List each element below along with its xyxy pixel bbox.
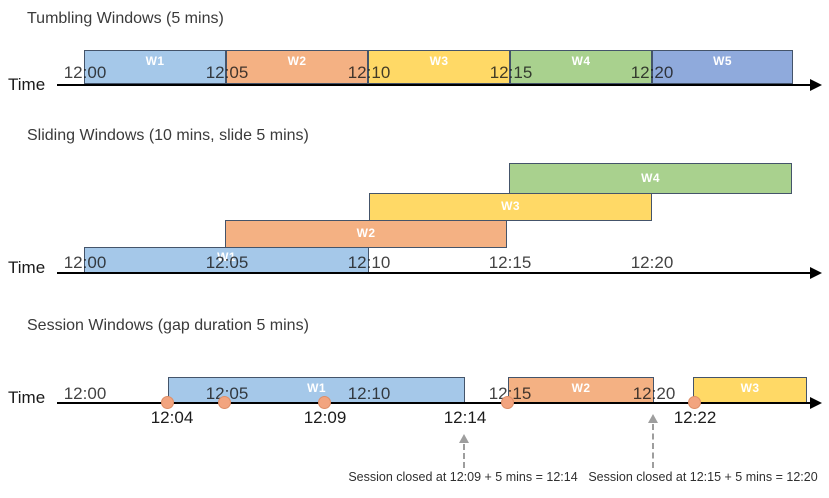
event-dot <box>218 396 231 409</box>
session-closed-arrow-icon <box>647 414 659 468</box>
window-label: W3 <box>740 381 760 395</box>
session-closed-arrow-icon <box>458 434 470 468</box>
session-tick-1210: 12:10 <box>347 384 391 403</box>
event-dot <box>318 396 331 409</box>
sliding-window-w3: W3 <box>369 193 652 221</box>
event-label-1214: 12:14 <box>443 408 487 427</box>
tumbling-tick-1215: 12:15 <box>489 63 533 82</box>
arrow-shaft <box>652 424 654 468</box>
session-annotation-1: Session closed at 12:09 + 5 mins = 12:14 <box>348 470 578 484</box>
window-label: W2 <box>571 381 591 395</box>
window-label: W1 <box>217 250 236 264</box>
window-label: W4 <box>641 171 660 185</box>
sliding-time-label: Time <box>8 258 46 277</box>
tumbling-window-w5: W5 <box>652 50 793 84</box>
event-dot <box>161 396 174 409</box>
tumbling-window-w3: W3 <box>368 50 510 84</box>
tumbling-window-w2: W2 <box>226 50 368 84</box>
session-window-w2: W2 <box>508 377 654 403</box>
tumbling-title: Tumbling Windows (5 mins) <box>27 10 224 27</box>
session-tick-1205: 12:05 <box>205 384 249 403</box>
sliding-tick-1200: 12:00 <box>63 253 107 272</box>
sliding-tick-1210: 12:10 <box>347 253 391 272</box>
sliding-axis-arrow-icon <box>810 267 822 279</box>
tumbling-window-w4: W4 <box>510 50 652 84</box>
tumbling-tick-1220: 12:20 <box>630 63 674 82</box>
session-time-axis <box>57 402 812 404</box>
window-label: W3 <box>429 54 449 68</box>
session-tick-1200: 12:00 <box>63 384 107 403</box>
event-dot <box>688 396 701 409</box>
sliding-tick-1220: 12:20 <box>630 253 674 272</box>
event-dot <box>501 396 514 409</box>
event-label-1209: 12:09 <box>303 408 347 427</box>
arrow-head <box>648 414 658 423</box>
window-label: W2 <box>287 54 307 68</box>
window-label: W4 <box>571 54 591 68</box>
sliding-window-w2: W2 <box>225 220 507 248</box>
arrow-head <box>459 434 469 443</box>
event-label-1204: 12:04 <box>150 408 194 427</box>
tumbling-tick-1210: 12:10 <box>347 63 391 82</box>
window-label: W3 <box>501 199 520 213</box>
sliding-title: Sliding Windows (10 mins, slide 5 mins) <box>27 127 309 144</box>
tumbling-axis-arrow-icon <box>810 79 822 91</box>
tumbling-window-w1: W1 <box>84 50 226 84</box>
session-window-w1: W1 <box>168 377 465 403</box>
tumbling-time-axis <box>57 84 812 86</box>
arrow-shaft <box>463 444 465 468</box>
sliding-window-w4: W4 <box>509 163 792 194</box>
sliding-time-axis <box>57 272 812 274</box>
tumbling-tick-1205: 12:05 <box>205 63 249 82</box>
sliding-tick-1215: 12:15 <box>488 253 532 272</box>
session-tick-1220: 12:20 <box>632 384 676 403</box>
window-label: W5 <box>713 54 732 68</box>
tumbling-tick-1200: 12:00 <box>63 63 107 82</box>
session-axis-arrow-icon <box>810 397 822 409</box>
window-label: W1 <box>145 54 165 68</box>
tumbling-time-label: Time <box>8 75 46 94</box>
event-label-1222: 12:22 <box>673 408 717 427</box>
window-label: W2 <box>356 226 376 240</box>
session-annotation-2: Session closed at 12:15 + 5 mins = 12:20 <box>588 470 818 484</box>
session-time-label: Time <box>8 388 46 407</box>
session-window-w3: W3 <box>693 377 807 403</box>
session-tick-1215: 12:15 <box>488 384 532 403</box>
window-label: W1 <box>307 381 326 395</box>
sliding-tick-1205: 12:05 <box>205 253 249 272</box>
session-title: Session Windows (gap duration 5 mins) <box>27 317 309 334</box>
